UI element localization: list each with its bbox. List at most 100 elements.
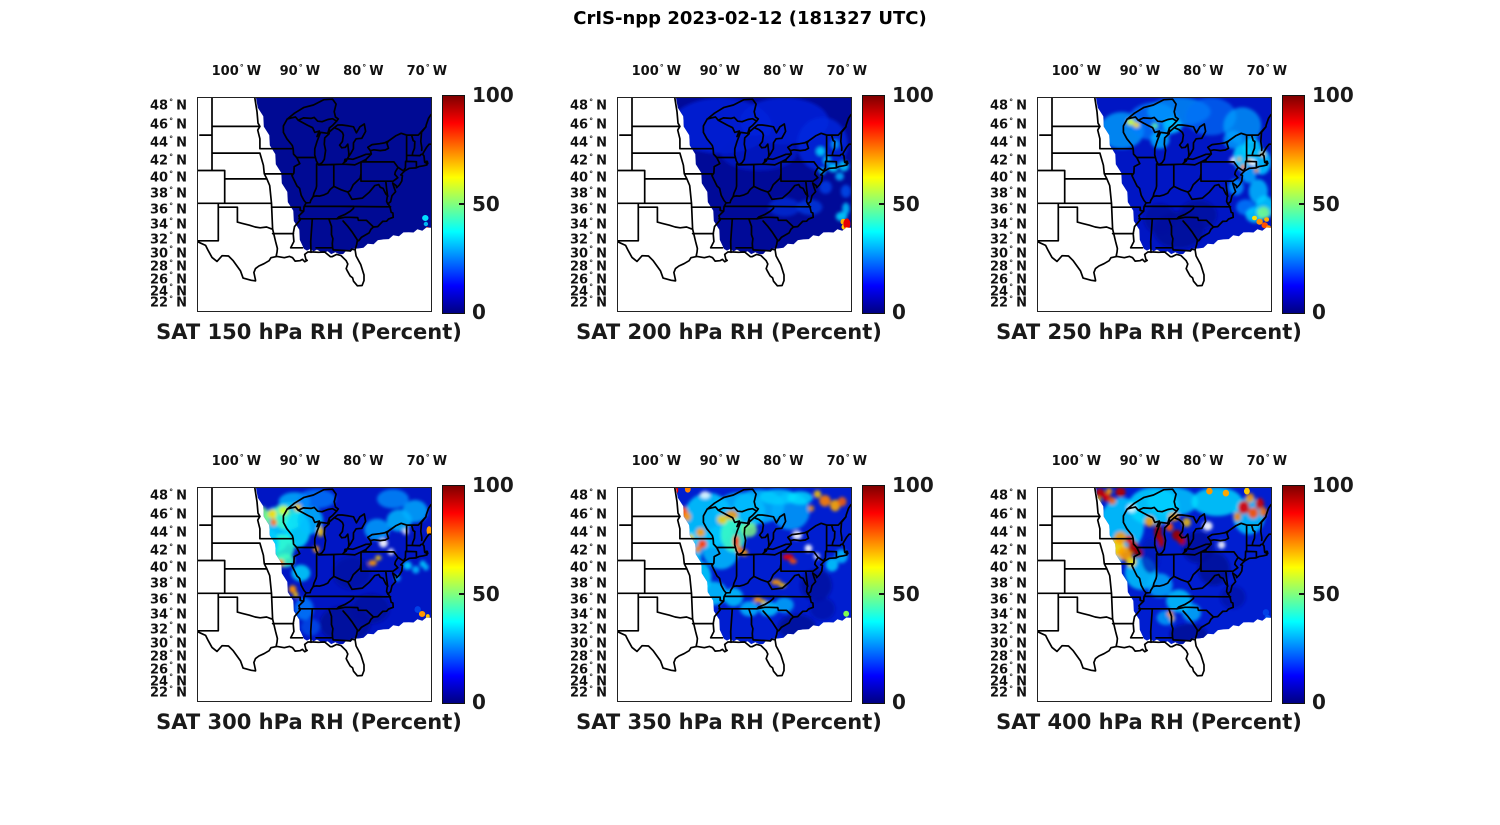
lat-tick-label: 46° N (557, 506, 607, 522)
lon-tick-value: 70 (826, 454, 845, 469)
lat-tick-value: 32 (570, 232, 589, 248)
lat-tick-value: 32 (990, 232, 1009, 248)
lat-tick-value: 34 (990, 607, 1009, 623)
degree-symbol: ° (589, 282, 594, 292)
lon-tick-value: 90 (699, 454, 718, 469)
lon-tick-label: 70° W (407, 452, 447, 469)
lat-tick-value: 46 (150, 507, 169, 523)
lat-tick-label: 24° N (137, 283, 187, 298)
lon-tick-label: 90° W (280, 453, 320, 469)
lon-tick-label: 70° W (1246, 63, 1287, 79)
lon-tick-value: 80 (1183, 454, 1202, 469)
lat-tick-value: 26 (570, 662, 589, 678)
lat-tick-label: 32° N (137, 230, 187, 246)
lat-tick-value: 22 (150, 295, 169, 311)
colorbar-tick-50 (879, 203, 884, 205)
colorbar-label: 50 (1312, 191, 1340, 216)
degree-symbol: ° (1009, 660, 1014, 670)
lat-tick-label: 42° N (977, 543, 1027, 558)
degree-symbol: ° (1009, 201, 1014, 211)
lat-tick-value: 28 (990, 259, 1009, 275)
rh-blob (1245, 493, 1255, 503)
degree-symbol: ° (589, 134, 594, 144)
lon-tick-suffix: W (1145, 454, 1161, 469)
lon-tick-value: 80 (343, 454, 362, 469)
colorbar (442, 485, 465, 704)
degree-symbol: ° (169, 134, 174, 144)
lat-tick-value: 30 (150, 636, 169, 652)
degree-symbol: ° (589, 524, 594, 534)
lat-tick-suffix: N (176, 135, 187, 151)
degree-symbol: ° (1009, 606, 1014, 616)
lat-tick-value: 34 (570, 217, 589, 233)
lat-tick-suffix: N (596, 607, 607, 623)
lon-tick-value: 70 (1246, 64, 1265, 79)
colorbar (1282, 95, 1305, 314)
lat-tick-value: 48 (150, 488, 169, 504)
rh-blob (297, 489, 336, 509)
rh-blob (819, 495, 831, 507)
degree-symbol: ° (425, 452, 430, 462)
lat-tick-suffix: N (596, 685, 607, 701)
lat-tick-value: 24 (990, 284, 1009, 300)
lat-tick-suffix: N (596, 246, 607, 262)
degree-symbol: ° (589, 506, 594, 516)
rh-blob (1238, 500, 1250, 514)
rh-blob (782, 554, 794, 560)
lat-tick-value: 48 (990, 488, 1009, 504)
lat-tick-label: 34° N (977, 216, 1027, 232)
lon-tick-value: 70 (826, 64, 845, 79)
lat-tick-value: 46 (990, 117, 1009, 133)
colorbar-label: 50 (1312, 581, 1340, 606)
lat-tick-label: 28° N (557, 259, 607, 275)
lat-tick-value: 48 (150, 98, 169, 114)
colorbar-label: 50 (472, 191, 500, 216)
lat-tick-label: 48° N (977, 98, 1027, 113)
rh-blob (1259, 507, 1268, 517)
lat-tick-suffix: N (1016, 674, 1027, 690)
degree-symbol: ° (718, 62, 723, 72)
lat-tick-value: 36 (990, 202, 1009, 218)
lat-tick-suffix: N (596, 259, 607, 275)
lat-tick-suffix: N (1016, 560, 1027, 576)
rh-dot (684, 488, 691, 493)
rh-blob (377, 489, 409, 509)
rh-blob (1108, 497, 1117, 505)
degree-symbol: ° (169, 660, 174, 670)
degree-symbol: ° (589, 97, 594, 107)
colorbar-tick-50 (459, 593, 464, 595)
rh-blob (278, 505, 289, 515)
lat-tick-value: 38 (150, 186, 169, 202)
rh-blob (680, 144, 687, 152)
colorbar-label: 0 (472, 690, 486, 714)
state-borders (1038, 98, 1271, 287)
lat-tick-value: 26 (150, 662, 169, 678)
lat-tick-label: 30° N (137, 245, 187, 260)
lat-tick-suffix: N (176, 685, 187, 701)
colorbar-label: 0 (1312, 690, 1326, 714)
colorbar (862, 95, 885, 314)
degree-symbol: ° (169, 258, 174, 268)
lat-tick-suffix: N (596, 543, 607, 559)
lon-tick-value: 100 (631, 454, 659, 469)
panel-title: SAT 300 hPa RH (Percent) (156, 710, 462, 734)
lon-tick-value: 100 (1051, 64, 1079, 79)
lat-tick-value: 44 (570, 525, 589, 541)
lat-tick-value: 34 (150, 217, 169, 233)
lat-tick-suffix: N (176, 98, 187, 114)
lon-tick-suffix: W (1209, 454, 1224, 469)
lat-tick-suffix: N (596, 186, 607, 202)
lat-tick-value: 28 (570, 259, 589, 275)
degree-symbol: ° (239, 62, 244, 72)
degree-symbol: ° (169, 230, 174, 240)
colorbar-label: 0 (892, 300, 906, 324)
lat-tick-value: 24 (570, 674, 589, 690)
lat-tick-label: 42° N (137, 543, 187, 558)
lat-tick-suffix: N (176, 259, 187, 275)
lat-tick-value: 30 (990, 246, 1009, 262)
lat-tick-suffix: N (176, 295, 187, 311)
degree-symbol: ° (1009, 216, 1014, 226)
lat-tick-label: 40° N (557, 560, 607, 575)
lat-tick-value: 36 (990, 592, 1009, 608)
rh-dot (1222, 489, 1230, 497)
